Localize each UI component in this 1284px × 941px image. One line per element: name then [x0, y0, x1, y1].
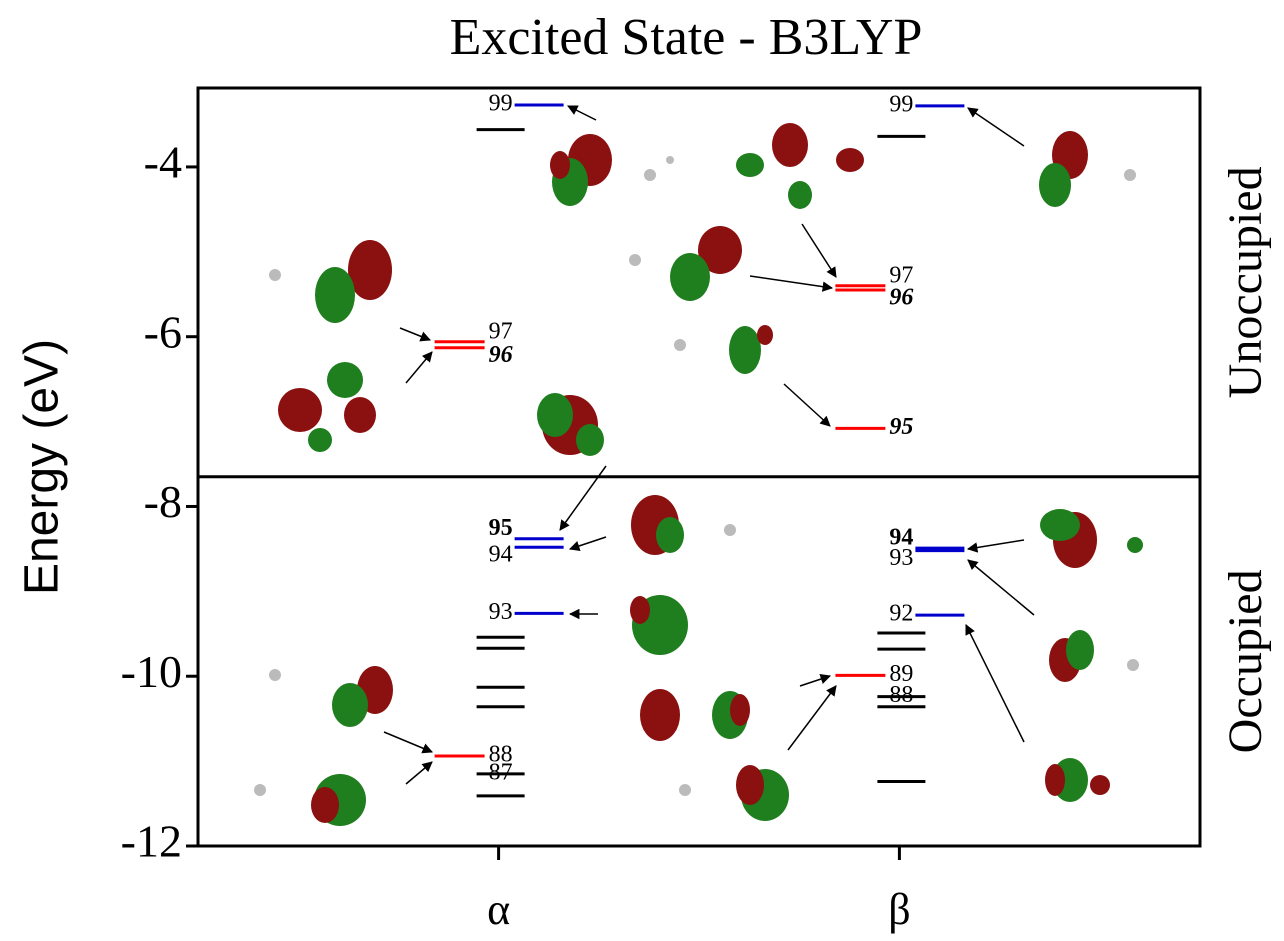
y-tick-label: -6: [144, 306, 182, 357]
level-label: 93: [889, 545, 913, 571]
region-label: Unoccupied: [1219, 166, 1272, 398]
level-label: 96: [489, 342, 513, 368]
level-label: 99: [889, 91, 913, 117]
level-label: 94: [489, 542, 513, 568]
y-tick-label: -12: [121, 816, 182, 867]
chart-title: Excited State - B3LYP: [450, 9, 923, 66]
level-label: 96: [889, 285, 913, 311]
level-label: 95: [489, 515, 513, 541]
level-label: 95: [889, 414, 913, 440]
orbital-pictures: [254, 123, 1143, 826]
level-label: 92: [889, 601, 913, 627]
level-label: 99: [489, 90, 513, 116]
level-label: 97: [489, 318, 513, 344]
y-tick-label: -10: [121, 646, 182, 697]
level-label: 88: [889, 682, 913, 708]
chart: Excited State - B3LYP Energy (eV) -12 -10…: [0, 0, 1284, 941]
level-label: 87: [489, 759, 513, 785]
arrows: [384, 106, 1034, 784]
y-axis-label: Energy (eV): [16, 339, 69, 595]
level-label: 93: [489, 599, 513, 625]
x-tick-label: β: [888, 885, 910, 934]
x-tick-label: α: [487, 885, 510, 934]
y-tick-label: -8: [144, 476, 182, 527]
region-label: Occupied: [1219, 569, 1272, 753]
y-tick-label: -4: [144, 137, 182, 188]
